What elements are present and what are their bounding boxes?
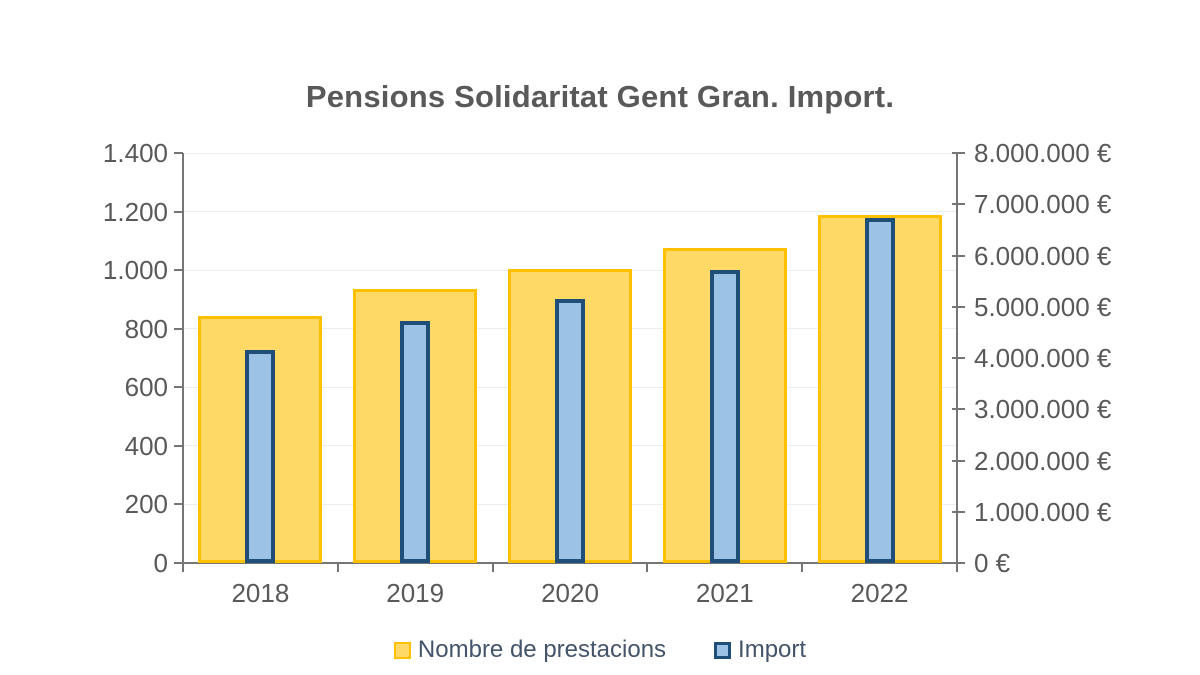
left-axis-label: 1.000 <box>102 255 168 286</box>
left-axis-tick <box>174 562 183 564</box>
right-axis-tick <box>952 562 965 564</box>
chart-title: Pensions Solidaritat Gent Gran. Import. <box>305 79 895 114</box>
right-axis-label: 0 € <box>974 548 1011 578</box>
right-axis-line <box>956 153 958 564</box>
bar-import-2021 <box>709 270 740 563</box>
left-axis-tick <box>174 269 183 272</box>
left-axis-label: 1.400 <box>102 138 168 168</box>
bar-import-2019 <box>400 321 431 563</box>
right-axis-label: 7.000.000 € <box>974 189 1112 220</box>
x-axis-tick <box>491 563 494 572</box>
right-axis-tick <box>952 152 965 154</box>
legend-label-prestacions: Nombre de prestacions <box>417 636 667 663</box>
x-axis-tick <box>646 563 649 572</box>
left-axis-tick <box>174 386 183 389</box>
right-axis-label: 1.000.000 € <box>974 496 1112 527</box>
x-axis-tick <box>182 563 184 572</box>
bar-import-2020 <box>555 299 585 563</box>
gridline <box>183 152 957 154</box>
legend-item-prestacions: Nombre de prestacions <box>393 636 667 664</box>
x-axis-tick <box>801 563 804 572</box>
right-axis-tick <box>952 408 965 411</box>
left-axis-tick <box>174 327 183 330</box>
legend-label-import: Import <box>738 636 807 663</box>
right-axis-tick <box>952 510 965 513</box>
left-axis-label: 200 <box>124 489 168 520</box>
x-axis-tick <box>336 563 339 572</box>
legend-swatch-prestacions-icon <box>393 641 411 659</box>
right-axis-label: 5.000.000 € <box>974 291 1112 322</box>
right-axis-tick <box>952 459 965 462</box>
right-axis-label: 4.000.000 € <box>974 343 1112 373</box>
right-axis-tick <box>952 254 965 257</box>
right-axis-label: 3.000.000 € <box>974 394 1112 425</box>
x-axis-label: 2018 <box>231 578 290 608</box>
right-axis-label: 6.000.000 € <box>974 240 1112 271</box>
left-axis-label: 1.200 <box>102 196 168 227</box>
x-axis-label: 2022 <box>850 578 909 608</box>
legend-item-import: Import <box>714 636 806 664</box>
left-axis-tick <box>174 444 183 447</box>
right-axis-tick <box>952 305 965 308</box>
y-axis-line <box>182 153 184 564</box>
right-axis-label: 8.000.000 € <box>974 138 1112 168</box>
left-axis-label: 0 <box>153 548 168 578</box>
left-axis-tick <box>174 503 183 506</box>
bar-import-2018 <box>245 350 276 563</box>
x-axis-label: 2019 <box>386 578 445 608</box>
x-axis-tick <box>956 563 958 572</box>
x-axis-label: 2021 <box>695 578 754 608</box>
right-axis-tick <box>952 357 965 359</box>
chart-legend: Nombre de prestacions Import <box>0 634 1200 666</box>
legend-swatch-import-icon <box>714 641 732 659</box>
left-axis-label: 600 <box>124 372 168 403</box>
gridline <box>183 211 957 213</box>
x-axis-label: 2020 <box>541 578 599 608</box>
right-axis-tick <box>952 203 965 206</box>
bar-import-2022 <box>864 217 895 563</box>
left-axis-tick <box>174 210 183 213</box>
left-axis-label: 800 <box>124 313 168 344</box>
left-axis-label: 400 <box>124 430 168 461</box>
right-axis-label: 2.000.000 € <box>974 445 1112 476</box>
x-axis-line <box>182 562 958 564</box>
left-axis-tick <box>174 152 183 154</box>
